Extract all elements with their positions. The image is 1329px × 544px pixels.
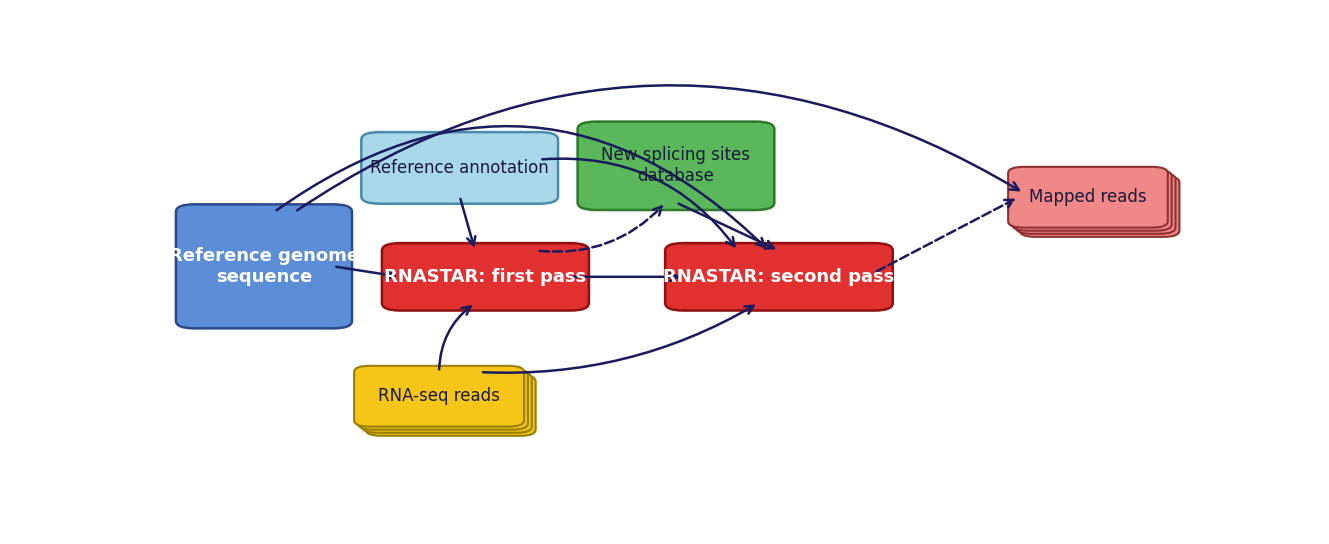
FancyBboxPatch shape (578, 122, 775, 210)
Text: RNASTAR: second pass: RNASTAR: second pass (663, 268, 894, 286)
Text: RNASTAR: first pass: RNASTAR: first pass (384, 268, 586, 286)
Text: Reference genome
sequence: Reference genome sequence (169, 247, 359, 286)
FancyBboxPatch shape (1009, 167, 1168, 227)
FancyBboxPatch shape (381, 243, 589, 311)
FancyBboxPatch shape (1019, 176, 1179, 237)
Text: New splicing sites
database: New splicing sites database (602, 146, 751, 185)
FancyBboxPatch shape (1015, 173, 1176, 234)
FancyBboxPatch shape (361, 132, 558, 203)
FancyBboxPatch shape (354, 366, 524, 426)
FancyBboxPatch shape (361, 372, 532, 432)
FancyBboxPatch shape (358, 369, 528, 430)
Text: Reference annotation: Reference annotation (371, 159, 549, 177)
Text: Mapped reads: Mapped reads (1029, 188, 1147, 206)
FancyBboxPatch shape (365, 375, 536, 436)
Text: RNA-seq reads: RNA-seq reads (379, 387, 500, 405)
FancyBboxPatch shape (1011, 170, 1172, 231)
FancyBboxPatch shape (664, 243, 893, 311)
FancyBboxPatch shape (175, 205, 352, 329)
